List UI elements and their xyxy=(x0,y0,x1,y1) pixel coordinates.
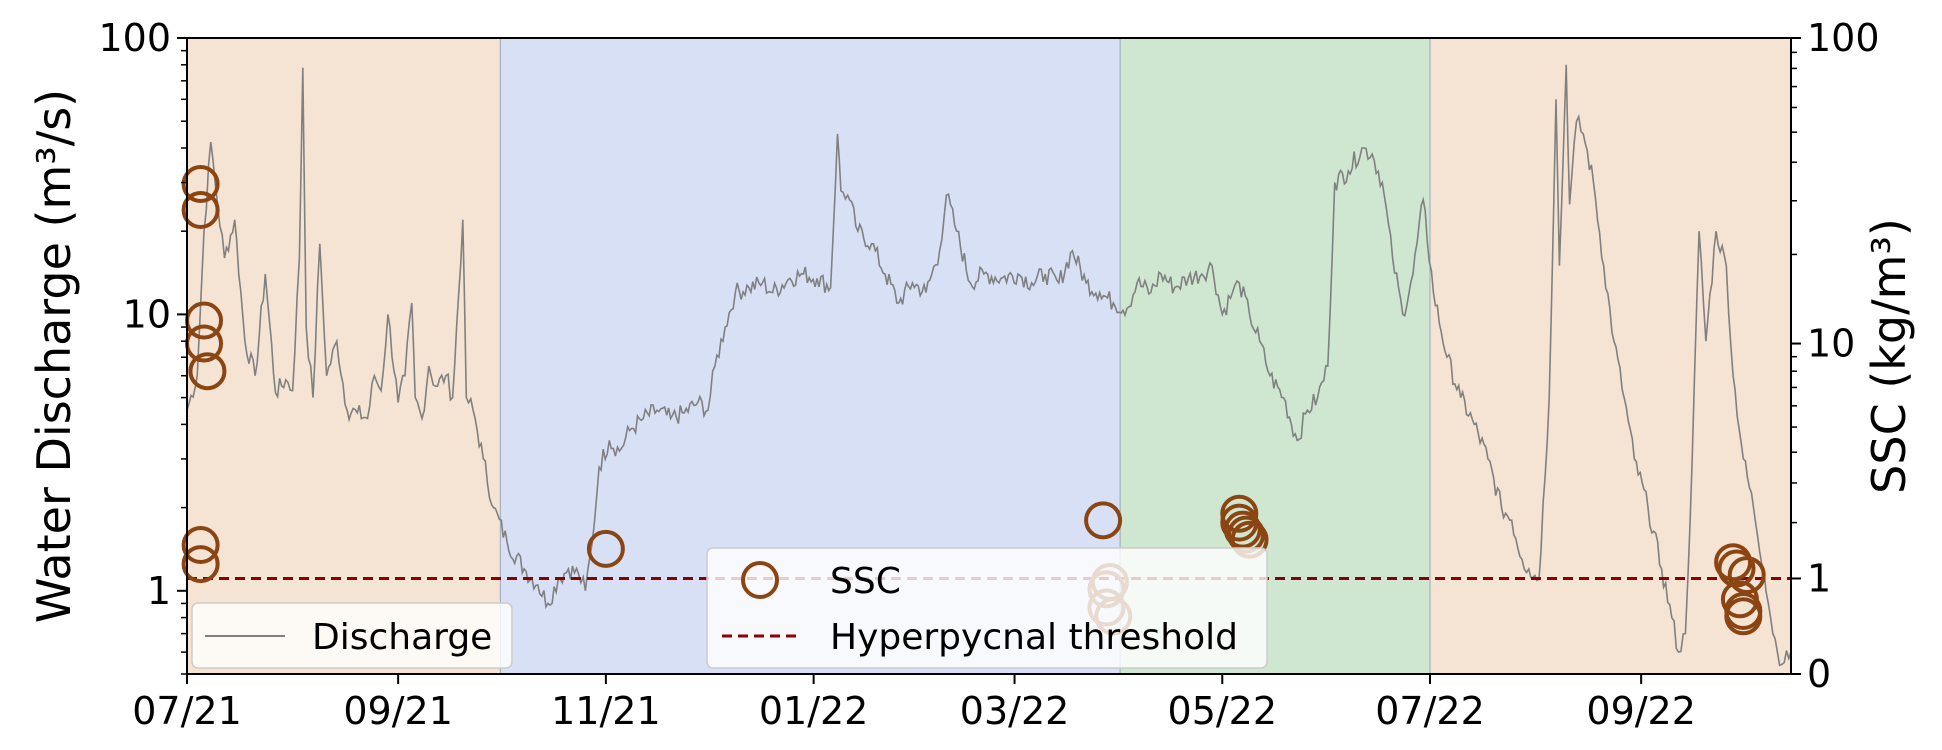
y-left-axis: 1 10 100 xyxy=(98,16,187,675)
ssc-point-4 xyxy=(188,352,227,391)
y-left-tick-label-2: 100 xyxy=(98,16,171,60)
legend-discharge-label: Discharge xyxy=(312,617,492,658)
legend-ssc-label: SSC xyxy=(830,561,901,602)
x-tick-label-4: 03/22 xyxy=(960,689,1070,733)
x-tick-label-6: 07/22 xyxy=(1375,689,1485,733)
y-right-axis-title: SSC (kg/m³) xyxy=(1862,218,1916,494)
x-tick-label-1: 09/21 xyxy=(343,689,453,733)
ssc-point-1 xyxy=(181,190,220,229)
y-right-tick-label-0: 0 xyxy=(1807,652,1831,696)
season-band-0 xyxy=(187,38,501,674)
x-axis: 07/21 09/21 11/21 01/22 03/22 05/22 07/22 09/22 xyxy=(132,674,1696,733)
y-right-tick-label-2: 10 xyxy=(1807,322,1855,366)
ssc-point-22 xyxy=(1724,597,1763,636)
y-left-tick-label-0: 1 xyxy=(147,569,171,613)
ssc-point-23 xyxy=(1727,556,1766,595)
legend-threshold-label: Hyperpycnal threshold xyxy=(830,617,1238,658)
legend-ssc-threshold-box xyxy=(706,547,1268,669)
x-tick-label-7: 09/22 xyxy=(1586,689,1696,733)
x-tick-label-3: 01/22 xyxy=(759,689,869,733)
ssc-point-6 xyxy=(181,545,220,584)
ssc-point-5 xyxy=(181,525,220,564)
x-tick-label-0: 07/21 xyxy=(132,689,242,733)
ssc-point-18 xyxy=(1714,543,1753,582)
discharge-line xyxy=(186,64,1792,667)
y-right-tick-label-3: 100 xyxy=(1807,16,1880,60)
x-tick-label-2: 11/21 xyxy=(551,689,661,733)
ssc-point-7 xyxy=(586,529,625,568)
y-right-axis: 0 1 10 100 xyxy=(1791,16,1880,696)
ssc-point-15 xyxy=(1223,510,1262,549)
y-left-tick-label-1: 10 xyxy=(123,292,171,336)
legend-discharge-box xyxy=(191,602,513,669)
legend-discharge: Discharge xyxy=(191,602,513,669)
ssc-point-19 xyxy=(1717,549,1756,588)
ssc-point-8 xyxy=(1084,501,1123,540)
season-bands xyxy=(187,38,1791,674)
y-right-tick-label-1: 1 xyxy=(1807,556,1831,600)
ssc-point-13 xyxy=(1220,494,1259,533)
legend-ssc-swatch xyxy=(741,561,779,599)
x-tick-label-5: 05/22 xyxy=(1168,689,1278,733)
discharge-series xyxy=(186,64,1792,667)
y-left-axis-title: Water Discharge (m³/s) xyxy=(27,89,81,623)
legend-ssc-threshold: SSC Hyperpycnal threshold xyxy=(706,547,1268,669)
ssc-point-0 xyxy=(181,165,220,204)
